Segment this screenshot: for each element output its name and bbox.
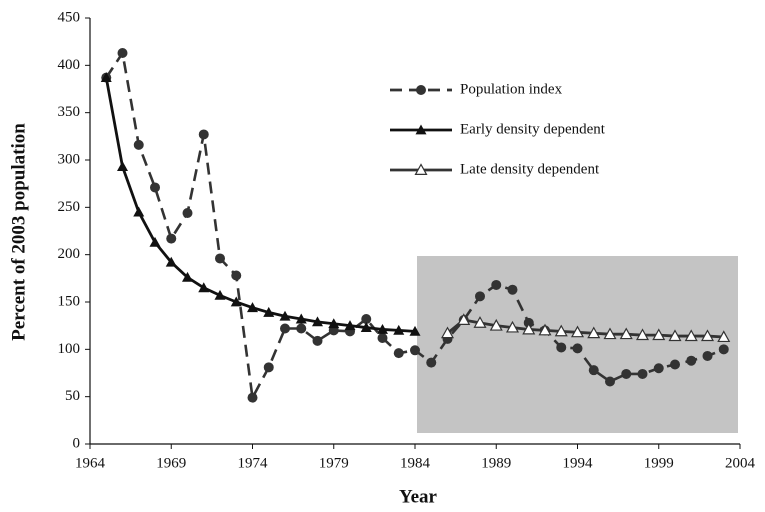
legend-label: Early density dependent xyxy=(460,121,606,137)
point xyxy=(166,233,177,244)
point xyxy=(605,376,615,387)
legend-label: Population index xyxy=(460,81,563,97)
y-tick-label: 50 xyxy=(65,388,80,404)
point xyxy=(182,271,193,282)
y-tick-label: 400 xyxy=(58,57,81,73)
point xyxy=(473,316,487,328)
y-tick-label: 450 xyxy=(58,9,81,25)
point xyxy=(570,325,585,338)
point xyxy=(230,296,242,307)
point xyxy=(280,323,290,334)
x-tick-label: 1964 xyxy=(75,455,106,471)
point xyxy=(231,270,242,281)
point xyxy=(279,310,291,321)
y-tick-label: 0 xyxy=(73,435,81,451)
point xyxy=(653,363,664,374)
point xyxy=(718,344,729,355)
point xyxy=(619,327,633,340)
x-axis-title: Year xyxy=(399,486,438,507)
point xyxy=(377,323,388,334)
point xyxy=(410,345,420,356)
point xyxy=(393,348,404,359)
point xyxy=(360,322,372,332)
y-tick-label: 200 xyxy=(58,246,81,262)
point xyxy=(296,323,307,334)
point xyxy=(475,291,485,302)
x-tick-label: 1969 xyxy=(156,455,186,471)
point xyxy=(247,302,258,313)
legend-marker xyxy=(415,124,427,135)
point xyxy=(150,182,160,193)
point xyxy=(198,282,210,293)
point xyxy=(361,314,372,325)
point xyxy=(312,316,323,327)
point xyxy=(344,320,356,331)
point xyxy=(149,236,161,247)
point xyxy=(426,357,437,368)
point xyxy=(263,306,275,317)
point xyxy=(328,318,340,329)
point xyxy=(522,322,536,335)
point xyxy=(491,279,502,290)
point xyxy=(554,324,568,337)
point xyxy=(457,313,471,325)
point xyxy=(603,327,617,340)
y-tick-label: 250 xyxy=(58,199,81,215)
point xyxy=(133,139,144,150)
x-tick-label: 1994 xyxy=(563,455,594,471)
point xyxy=(686,355,697,366)
x-tick-label: 2004 xyxy=(725,455,756,471)
point xyxy=(635,328,650,341)
point xyxy=(572,343,583,354)
point xyxy=(489,318,503,331)
y-axis-title: Percent of 2003 population xyxy=(8,123,29,341)
point xyxy=(717,330,731,343)
series-line xyxy=(104,77,416,333)
point xyxy=(214,289,226,300)
y-tick-label: 350 xyxy=(58,104,81,120)
y-tick-label: 300 xyxy=(58,151,81,167)
point xyxy=(165,256,177,267)
point xyxy=(684,329,698,342)
legend-marker xyxy=(414,163,428,175)
y-tick-label: 150 xyxy=(58,293,81,309)
point xyxy=(588,365,599,376)
point xyxy=(117,161,128,172)
point xyxy=(409,325,421,336)
point xyxy=(702,350,713,361)
point xyxy=(587,326,601,339)
point xyxy=(247,392,258,403)
point xyxy=(377,332,388,343)
point xyxy=(117,48,128,59)
x-tick-label: 1984 xyxy=(400,455,431,471)
point xyxy=(393,324,405,335)
point xyxy=(198,129,209,140)
legend-label: Late density dependent xyxy=(460,161,600,177)
point xyxy=(505,320,520,333)
point xyxy=(507,284,518,295)
point xyxy=(215,253,225,264)
point xyxy=(312,335,323,346)
x-tick-label: 1989 xyxy=(481,455,511,471)
point xyxy=(263,362,274,373)
point xyxy=(700,329,715,342)
point xyxy=(556,342,567,353)
point xyxy=(295,313,307,324)
x-tick-label: 1979 xyxy=(319,455,349,471)
x-tick-label: 1999 xyxy=(644,455,674,471)
point xyxy=(182,208,193,219)
point xyxy=(440,326,455,339)
y-tick-label: 100 xyxy=(58,341,81,357)
point xyxy=(652,328,666,341)
point xyxy=(538,323,552,336)
point xyxy=(668,329,682,342)
legend-marker xyxy=(416,85,426,95)
x-tick-label: 1974 xyxy=(238,455,269,471)
point xyxy=(100,72,112,83)
point xyxy=(670,359,680,370)
point xyxy=(637,368,648,379)
point xyxy=(133,206,145,217)
point xyxy=(621,368,632,379)
